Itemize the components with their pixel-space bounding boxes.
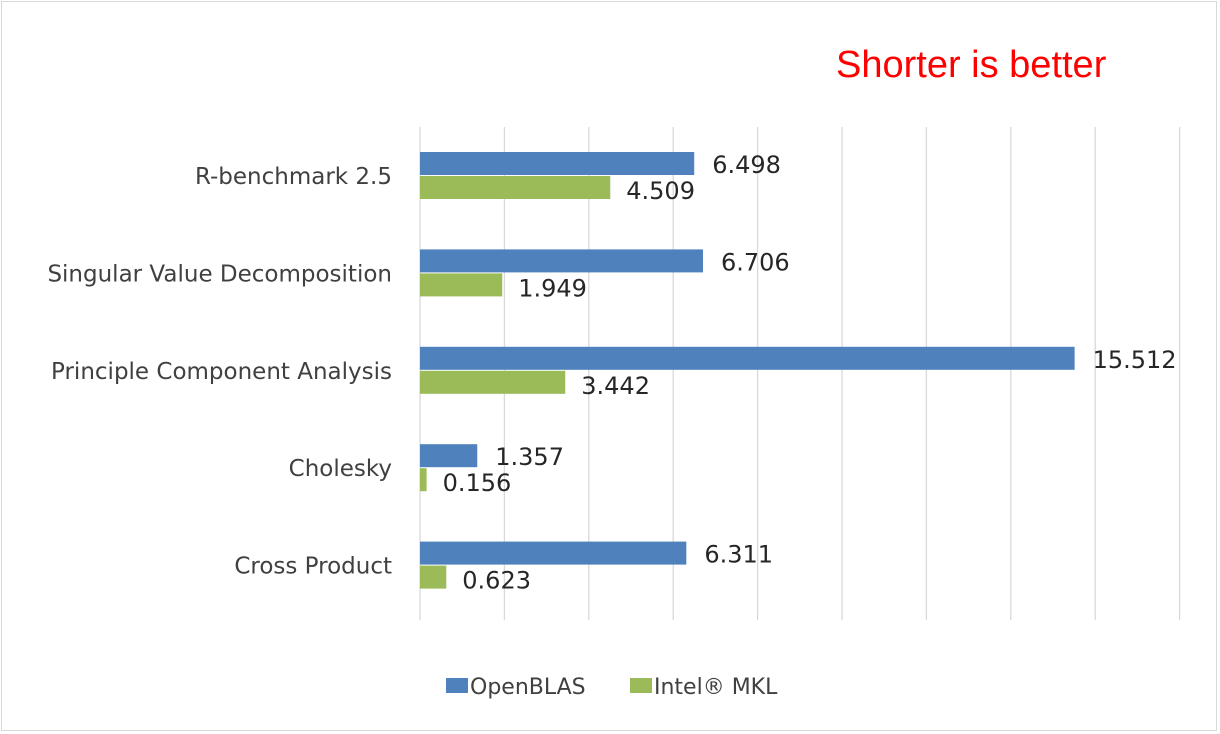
category-label: Cholesky (289, 456, 392, 482)
bar-mkl (420, 370, 566, 394)
legend-swatch-openblas (446, 678, 468, 693)
bar-mkl (420, 273, 503, 297)
category-label: Cross Product (234, 554, 392, 580)
data-label: 0.623 (462, 567, 531, 595)
data-label: 6.498 (712, 151, 781, 179)
category-label: Singular Value Decomposition (47, 261, 392, 287)
bar-openblas (420, 152, 695, 175)
bar-openblas (420, 444, 478, 468)
bar-openblas (420, 541, 687, 565)
data-label: 3.442 (581, 372, 650, 400)
category-label: Principle Component Analysis (51, 359, 392, 385)
legend-label-openblas: OpenBLAS (470, 675, 586, 700)
bar-mkl (420, 176, 611, 199)
bar-mkl (420, 565, 447, 589)
data-label: 1.357 (495, 443, 564, 471)
bar-openblas (420, 346, 1075, 370)
category-label: R-benchmark 2.5 (195, 164, 392, 190)
bar-openblas (420, 249, 703, 273)
legend-label-mkl: Intel® MKL (654, 675, 778, 700)
bar-mkl (420, 468, 427, 492)
data-label: 0.156 (443, 469, 512, 497)
data-label: 6.706 (721, 248, 790, 276)
chart-annotation: Shorter is better (836, 44, 1107, 86)
legend-swatch-mkl (630, 678, 652, 693)
data-label: 1.949 (518, 274, 587, 302)
data-label: 15.512 (1093, 346, 1177, 374)
data-label: 6.311 (704, 541, 773, 569)
data-label: 4.509 (626, 177, 695, 205)
